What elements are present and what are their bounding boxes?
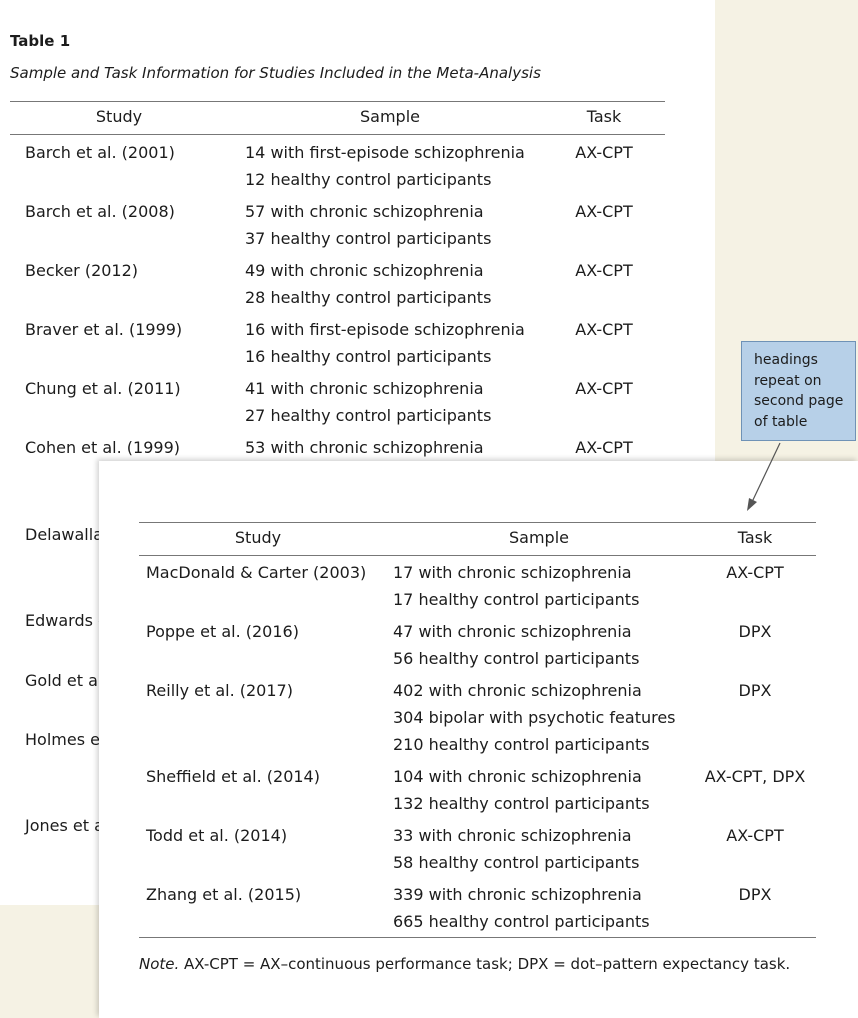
callout-arrow-head xyxy=(747,498,757,511)
table-cell-sample: 339 with chronic schizophrenia xyxy=(393,885,642,904)
table-cell-study: Reilly et al. (2017) xyxy=(146,681,293,700)
table-cell-task: DPX xyxy=(738,681,772,700)
table-cell-study: Barch et al. (2001) xyxy=(25,143,175,162)
column-header-task-page-2: Task xyxy=(737,528,773,547)
table-cell-sample: 16 healthy control participants xyxy=(245,347,492,366)
note-label: Note. xyxy=(139,955,180,973)
callout-arrow-line xyxy=(751,442,781,503)
table-cell-sample: 17 healthy control participants xyxy=(393,590,640,609)
table-title: Sample and Task Information for Studies … xyxy=(10,64,541,82)
table-cell-sample: 56 healthy control participants xyxy=(393,649,640,668)
table-cell-task: AX-CPT, DPX xyxy=(704,767,806,786)
column-header-study-page-2: Study xyxy=(234,528,282,547)
callout-line: of table xyxy=(754,413,808,430)
table-cell-study-partial: Gold et al. xyxy=(25,671,108,690)
header-bottom-rule-page-2 xyxy=(139,555,816,556)
table-page-2: Study Sample Task MacDonald & Carter (20… xyxy=(99,461,858,1018)
column-header-study: Study xyxy=(95,107,143,126)
column-header-sample: Sample xyxy=(360,107,420,126)
table-cell-study: Todd et al. (2014) xyxy=(146,826,288,845)
callout-text: headings repeat on second page of table xyxy=(754,350,845,432)
table-cell-sample: 37 healthy control participants xyxy=(245,229,492,248)
callout-line: second page xyxy=(754,393,844,409)
column-header-sample-page-2: Sample xyxy=(509,528,569,547)
table-cell-task: AX-CPT xyxy=(575,202,633,221)
table-cell-sample: 16 with first-episode schizophrenia xyxy=(245,320,525,339)
table-cell-study-partial: Jones et al xyxy=(25,816,109,835)
table-top-rule-page-2 xyxy=(139,522,816,523)
table-cell-study: Becker (2012) xyxy=(25,261,139,280)
table-cell-sample: 402 with chronic schizophrenia xyxy=(393,681,642,700)
callout-line: repeat on xyxy=(754,372,822,389)
table-top-rule xyxy=(10,101,665,102)
table-cell-sample: 14 with first-episode schizophrenia xyxy=(245,143,525,162)
table-cell-sample: 28 healthy control participants xyxy=(245,288,492,307)
table-label: Table 1 xyxy=(10,32,71,50)
table-cell-sample: 17 with chronic schizophrenia xyxy=(393,563,632,582)
table-cell-sample: 104 with chronic schizophrenia xyxy=(393,767,642,786)
table-cell-sample: 49 with chronic schizophrenia xyxy=(245,261,484,280)
table-cell-study: Poppe et al. (2016) xyxy=(146,622,299,641)
header-bottom-rule xyxy=(10,134,665,135)
table-cell-task: AX-CPT xyxy=(575,143,633,162)
table-cell-study: Cohen et al. (1999) xyxy=(25,438,180,457)
table-cell-task: AX-CPT xyxy=(575,320,633,339)
table-bottom-rule xyxy=(139,937,816,938)
table-cell-sample: 33 with chronic schizophrenia xyxy=(393,826,632,845)
table-cell-study: Sheffield et al. (2014) xyxy=(146,767,320,786)
table-cell-sample: 58 healthy control participants xyxy=(393,853,640,872)
table-cell-study-partial: Holmes et xyxy=(25,730,107,749)
table-cell-study-partial: Edwards e xyxy=(25,611,108,630)
column-header-task: Task xyxy=(586,107,622,126)
table-cell-study-partial: Delawalla xyxy=(25,525,103,544)
table-cell-task: DPX xyxy=(738,885,772,904)
callout-note: headings repeat on second page of table xyxy=(741,341,856,441)
table-cell-sample: 304 bipolar with psychotic features xyxy=(393,708,676,727)
callout-line: headings xyxy=(754,352,818,368)
table-cell-study: Chung et al. (2011) xyxy=(25,379,181,398)
note-text: AX-CPT = AX–continuous performance task;… xyxy=(179,955,791,973)
table-cell-task: AX-CPT xyxy=(575,261,633,280)
table-cell-task: DPX xyxy=(738,622,772,641)
table-cell-sample: 41 with chronic schizophrenia xyxy=(245,379,484,398)
table-cell-sample: 57 with chronic schizophrenia xyxy=(245,202,484,221)
table-cell-study: Barch et al. (2008) xyxy=(25,202,175,221)
table-note: Note. AX-CPT = AX–continuous performance… xyxy=(139,955,790,973)
table-cell-task: AX-CPT xyxy=(726,826,784,845)
table-cell-sample: 47 with chronic schizophrenia xyxy=(393,622,632,641)
table-cell-task: AX-CPT xyxy=(726,563,784,582)
table-cell-sample: 210 healthy control participants xyxy=(393,735,650,754)
table-cell-study: Zhang et al. (2015) xyxy=(146,885,302,904)
table-cell-sample: 53 with chronic schizophrenia xyxy=(245,438,484,457)
table-cell-sample: 132 healthy control participants xyxy=(393,794,650,813)
table-cell-sample: 665 healthy control participants xyxy=(393,912,650,931)
table-cell-task: AX-CPT xyxy=(575,379,633,398)
table-cell-study: MacDonald & Carter (2003) xyxy=(146,563,367,582)
table-cell-sample: 27 healthy control participants xyxy=(245,406,492,425)
table-cell-task: AX-CPT xyxy=(575,438,633,457)
table-cell-study: Braver et al. (1999) xyxy=(25,320,183,339)
table-cell-sample: 12 healthy control participants xyxy=(245,170,492,189)
